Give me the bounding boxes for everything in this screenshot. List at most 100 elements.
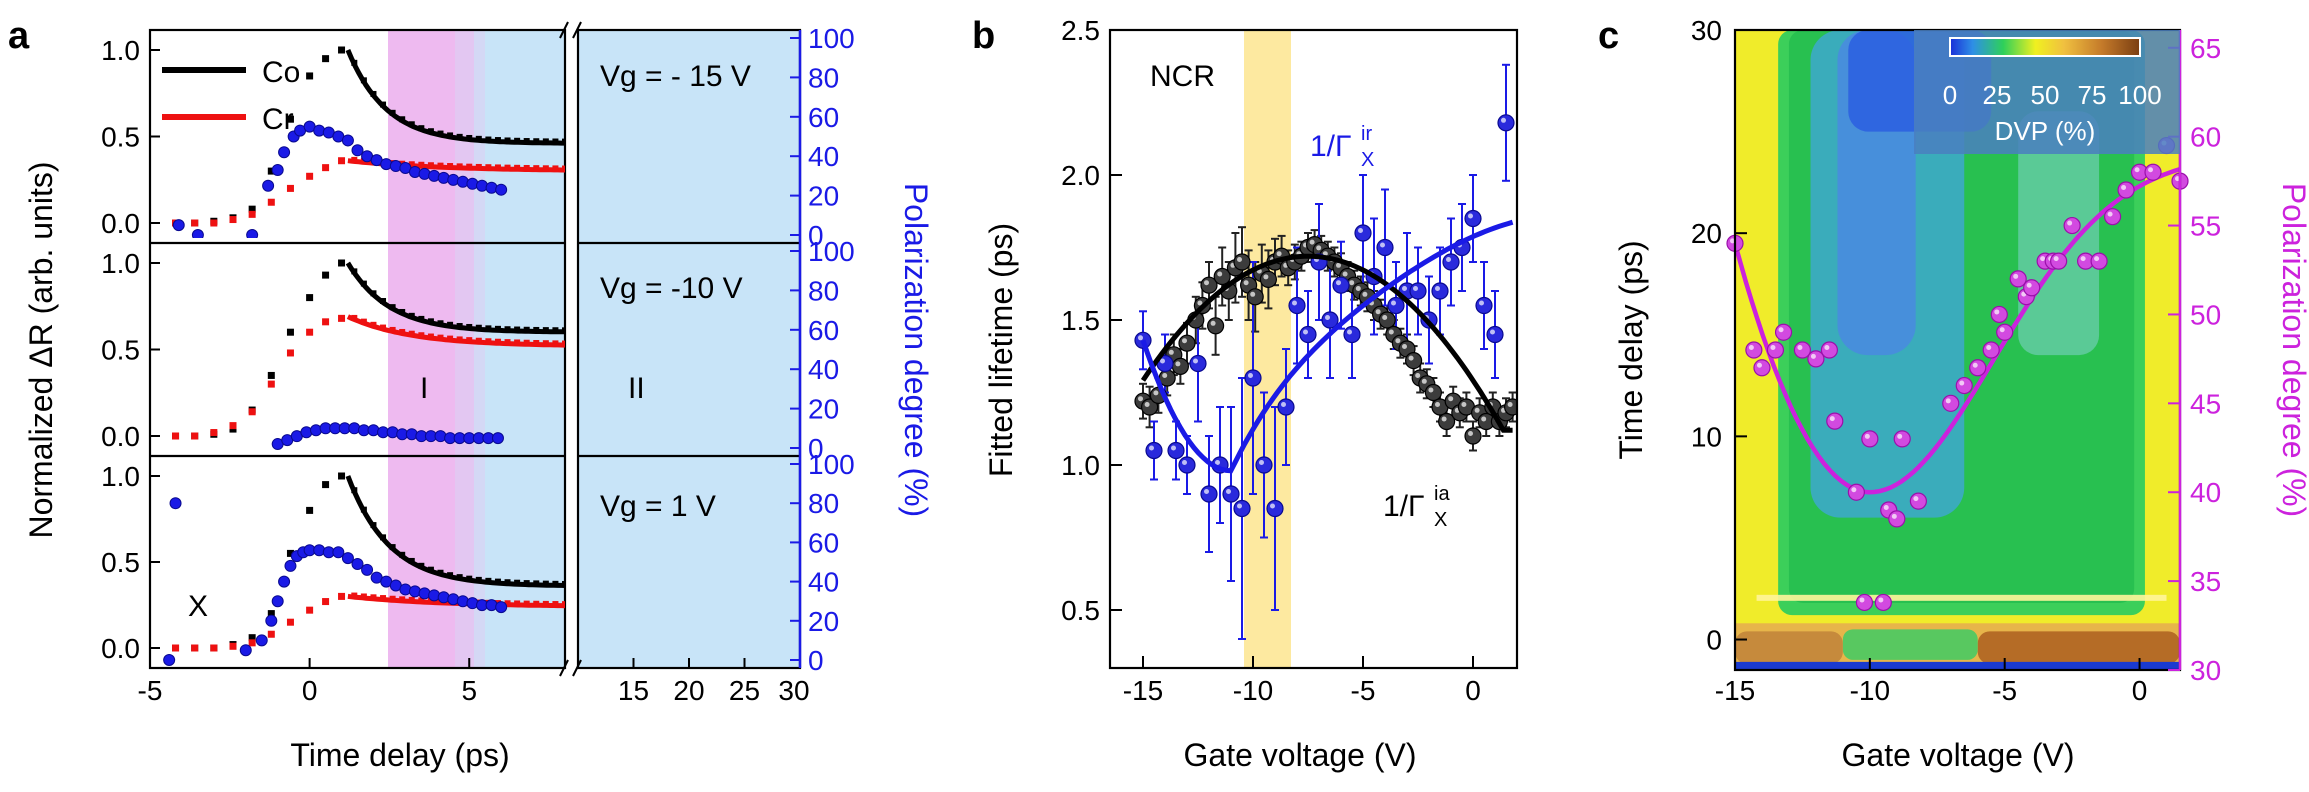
- y-tick-label: 0.5: [101, 335, 140, 366]
- point-highlight: [1349, 280, 1355, 286]
- point-highlight: [1210, 320, 1216, 326]
- co-point: [380, 298, 387, 305]
- pol-point: [278, 575, 291, 588]
- co-point: [485, 136, 492, 143]
- point-highlight: [1481, 416, 1487, 422]
- cr-point: [427, 597, 434, 604]
- cr-point: [380, 324, 387, 331]
- pol-point: [428, 589, 441, 602]
- polarization-point: [1826, 412, 1844, 430]
- co-point: [351, 487, 358, 494]
- polarization-point: [1753, 359, 1771, 377]
- label-ia: 1/Γ ia X: [1383, 483, 1450, 531]
- point-highlight: [1204, 489, 1209, 494]
- y-right-tick-label: 100: [808, 236, 855, 267]
- ir-point: [1189, 354, 1207, 373]
- x-tick-label: 0: [2132, 675, 2148, 706]
- cr-point: [399, 596, 406, 603]
- pol-point: [367, 424, 380, 437]
- ir-point: [1255, 456, 1273, 474]
- pol-point: [271, 163, 284, 176]
- cr-point: [437, 334, 444, 341]
- co-point: [389, 304, 396, 311]
- cr-point: [338, 314, 346, 322]
- co-point: [322, 55, 330, 63]
- point-highlight: [1358, 228, 1363, 233]
- point-highlight: [2107, 211, 2113, 217]
- cr-point: [191, 432, 199, 440]
- co-point: [418, 562, 425, 569]
- ia-point: [1233, 253, 1251, 271]
- point-highlight: [2026, 282, 2032, 288]
- point-highlight: [2013, 273, 2019, 279]
- y-right-tick-label: 30: [2190, 655, 2221, 686]
- colorbar-tick-100: 100: [2118, 80, 2161, 110]
- polarization-point: [2144, 163, 2162, 181]
- co-point: [523, 580, 530, 587]
- cr-point: [504, 164, 511, 171]
- ia-point: [1504, 398, 1517, 416]
- co-point: [485, 325, 492, 332]
- legend-co-label: Co: [262, 56, 300, 89]
- cr-point: [447, 163, 454, 170]
- point-highlight: [1413, 286, 1418, 291]
- cr-point: [504, 339, 511, 346]
- point-highlight: [1237, 503, 1242, 509]
- region-I-label: I: [420, 372, 428, 405]
- co-point: [447, 132, 454, 139]
- y-right-tick-label: 0: [808, 645, 824, 676]
- cr-point: [533, 340, 540, 347]
- cr-point: [172, 644, 180, 652]
- point-highlight: [1810, 353, 1816, 359]
- x-tick-label: 15: [618, 675, 649, 706]
- polarization-point: [1847, 483, 1865, 501]
- cr-point: [322, 598, 330, 606]
- polarization-point: [1893, 430, 1911, 448]
- ia-point: [1206, 317, 1225, 335]
- point-highlight: [1263, 274, 1269, 280]
- co-point: [286, 328, 294, 336]
- ir-point: [1475, 296, 1493, 315]
- co-point: [286, 115, 294, 123]
- ir-point: [1376, 238, 1394, 257]
- cr-point: [552, 601, 559, 608]
- point-highlight: [1972, 362, 1978, 368]
- cr-point: [380, 595, 387, 602]
- point-highlight: [1446, 257, 1451, 262]
- pol-point: [246, 229, 259, 238]
- panel-b: b -15 -10 -5 00.51.01.52.02.5 NCR 1/Γ ir X …: [972, 15, 1519, 773]
- colorbar-tick-25: 25: [1983, 80, 2012, 110]
- co-point: [427, 566, 434, 573]
- point-highlight: [2053, 256, 2059, 262]
- pol-point: [163, 654, 176, 666]
- co-point: [456, 133, 463, 140]
- point-highlight: [1382, 315, 1388, 320]
- panel-c-ylabel-left: Time delay (ps): [1613, 240, 1649, 459]
- pol-point: [408, 165, 421, 178]
- polarization-point: [1982, 341, 2000, 359]
- ia-point: [1259, 270, 1278, 288]
- ir-point: [1200, 485, 1218, 503]
- point-highlight: [1355, 286, 1361, 291]
- point-highlight: [1859, 597, 1865, 603]
- point-highlight: [1270, 503, 1275, 509]
- panel-a-ylabel-left: Normalized ΔR (arb. units): [23, 161, 59, 538]
- y-tick-label: 2.0: [1061, 160, 1100, 191]
- y-tick-label: 1.0: [101, 461, 140, 492]
- cr-point: [351, 592, 358, 599]
- co-point: [552, 138, 559, 145]
- cr-point: [286, 618, 294, 626]
- pol-point: [278, 146, 291, 159]
- pol-point: [437, 591, 450, 604]
- point-highlight: [1193, 358, 1198, 364]
- series-polarization-3: [163, 497, 508, 666]
- co-point: [248, 634, 256, 642]
- cr-point: [475, 163, 482, 170]
- co-point: [351, 59, 358, 66]
- ia-point: [1178, 334, 1196, 352]
- cr-point: [523, 600, 530, 607]
- cr-point: [542, 340, 549, 347]
- pol-point: [491, 432, 504, 445]
- co-point: [322, 271, 330, 279]
